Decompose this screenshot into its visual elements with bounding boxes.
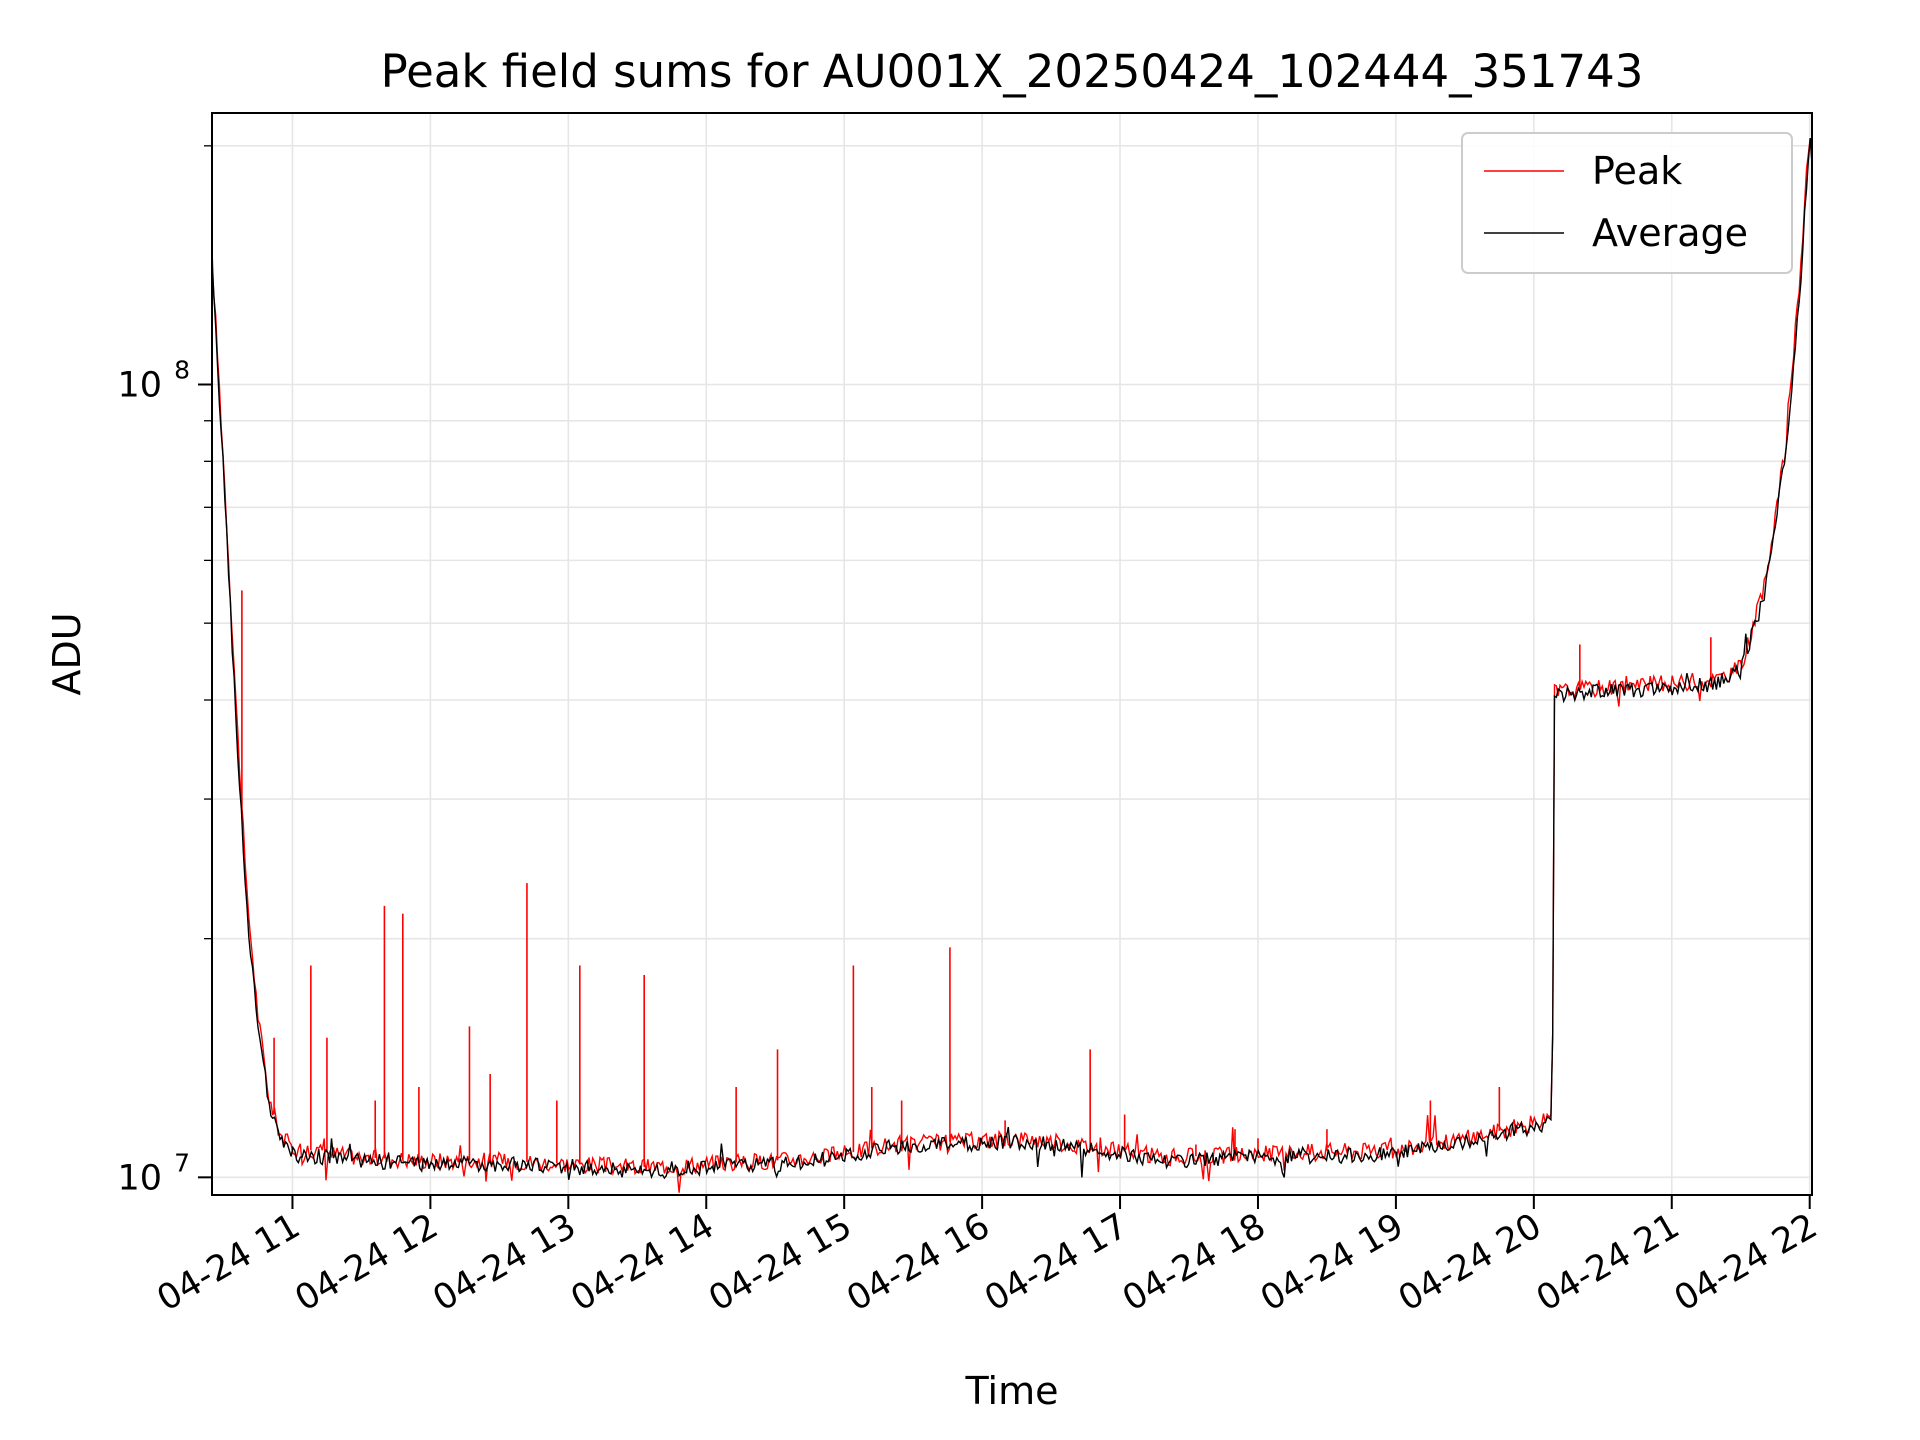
y-axis-label: ADU bbox=[45, 612, 89, 695]
series-line-average bbox=[211, 137, 1813, 1180]
plot-frame bbox=[211, 112, 1813, 1196]
legend-label-peak: Peak bbox=[1592, 149, 1682, 193]
y-tick-label: 10 bbox=[117, 1158, 162, 1198]
y-tick-label: 10 bbox=[117, 365, 162, 405]
legend-label-average: Average bbox=[1592, 211, 1748, 255]
x-axis-label: Time bbox=[965, 1369, 1059, 1413]
grid bbox=[212, 113, 1812, 1195]
y-tick-label-exponent: 8 bbox=[174, 355, 190, 384]
series-layer bbox=[211, 137, 1813, 1193]
series-average bbox=[211, 137, 1813, 1180]
y-tick-label-exponent: 7 bbox=[174, 1148, 190, 1177]
legend: Peak Average bbox=[1461, 132, 1793, 274]
chart-title: Peak field sums for AU001X_20250424_1024… bbox=[381, 45, 1644, 98]
legend-box bbox=[1461, 132, 1793, 274]
